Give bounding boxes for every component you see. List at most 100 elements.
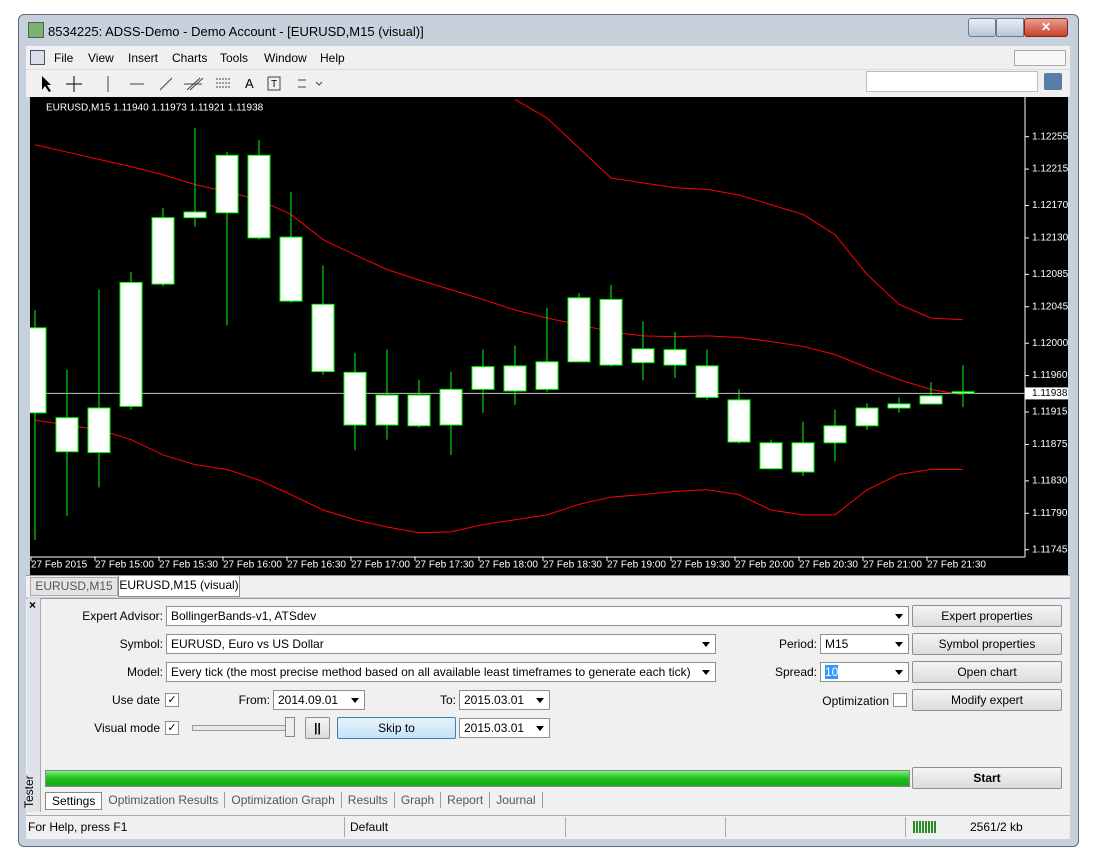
maximize-button[interactable] — [996, 18, 1024, 37]
from-date[interactable]: 2014.09.01 — [273, 690, 365, 710]
minimize-button[interactable] — [968, 18, 996, 37]
menu-item[interactable]: Tools — [220, 51, 249, 65]
tab[interactable]: Graph — [395, 792, 442, 808]
x-tick-label: 27 Feb 17:00 — [351, 560, 410, 571]
menu-bar — [26, 46, 1070, 70]
close-button[interactable]: ✕ — [1024, 18, 1068, 37]
status-profile: Default — [350, 820, 389, 834]
use-date-checkbox[interactable]: ✓ — [165, 693, 179, 707]
candle-body — [119, 281, 143, 407]
tester-label: Tester — [22, 775, 36, 808]
chart-tab-active[interactable]: EURUSD,M15 (visual) — [118, 576, 240, 597]
spread-value: 10 — [825, 665, 839, 679]
menu-item[interactable]: File — [54, 51, 74, 65]
visual-mode-checkbox[interactable]: ✓ — [165, 721, 179, 735]
candle-body — [183, 211, 207, 219]
svg-text:T: T — [271, 79, 277, 90]
label: Spread: — [774, 665, 817, 679]
slider-thumb[interactable] — [285, 717, 295, 737]
candle-body — [567, 297, 591, 363]
y-tick-label: 1.12130 — [1032, 233, 1068, 244]
start-button[interactable]: Start — [912, 767, 1062, 789]
candle-body — [727, 399, 751, 443]
tab[interactable]: Optimization Graph — [225, 792, 342, 808]
mdi-buttons[interactable] — [1014, 50, 1066, 66]
chart: EURUSD,M15 1.11940 1.11973 1.11921 1.119… — [30, 97, 1068, 575]
chart-tabs — [26, 575, 1070, 597]
candle-body — [663, 349, 687, 366]
speed-slider[interactable] — [192, 725, 295, 731]
x-tick-label: 27 Feb 21:00 — [863, 560, 922, 571]
menu-item[interactable]: Help — [320, 51, 345, 65]
skip-to-button[interactable]: Skip to — [337, 717, 456, 739]
candle-body — [599, 298, 623, 366]
connection-icon — [913, 821, 937, 833]
expert-combo[interactable]: BollingerBands-v1, ATSdev — [166, 606, 909, 626]
candle-body — [55, 417, 79, 453]
tester-side-strip — [27, 598, 41, 812]
tab[interactable]: Journal — [490, 792, 543, 808]
y-tick-label: 1.11915 — [1032, 407, 1068, 418]
button[interactable]: Symbol properties — [912, 633, 1062, 655]
y-tick-label: 1.11790 — [1032, 508, 1068, 519]
optimization-checkbox[interactable] — [893, 693, 907, 707]
candle-body — [887, 403, 911, 409]
divider — [905, 817, 906, 837]
symbol-combo[interactable]: EURUSD, Euro vs US Dollar — [166, 634, 716, 654]
label: Use date — [111, 693, 160, 707]
label: Optimization — [822, 694, 889, 708]
candle-body — [407, 394, 431, 427]
candle-body — [87, 407, 111, 454]
menu-item[interactable]: View — [88, 51, 114, 65]
divider — [344, 817, 345, 837]
menu-item[interactable]: Charts — [172, 51, 208, 65]
candle-body — [535, 361, 559, 390]
status-help: For Help, press F1 — [28, 820, 128, 834]
candle-body — [471, 366, 495, 390]
skip-date[interactable]: 2015.03.01 — [459, 718, 550, 738]
y-tick-label: 1.12045 — [1032, 301, 1068, 312]
tab[interactable]: Report — [441, 792, 491, 808]
spread-field[interactable]: 10 — [820, 662, 909, 682]
y-tick-label: 1.12000 — [1032, 338, 1068, 349]
candle-body — [631, 348, 655, 364]
candle-body — [823, 425, 847, 444]
button[interactable]: Open chart — [912, 661, 1062, 683]
menu-item[interactable]: Window — [264, 51, 307, 65]
bollinger-band — [34, 419, 963, 534]
label: Model: — [126, 665, 163, 679]
label: Symbol: — [119, 637, 163, 651]
tab[interactable]: Optimization Results — [102, 792, 226, 808]
tab[interactable]: Results — [342, 792, 395, 808]
bollinger-band — [514, 98, 964, 321]
x-tick-label: 27 Feb 19:30 — [671, 560, 730, 571]
candle-body — [695, 365, 719, 398]
model-combo[interactable]: Every tick (the most precise method base… — [166, 662, 716, 682]
button[interactable]: Expert properties — [912, 605, 1062, 627]
y-tick-label: 1.12085 — [1032, 269, 1068, 280]
x-tick-label: 27 Feb 15:30 — [159, 560, 218, 571]
candle-body — [215, 154, 239, 214]
progress-bar — [45, 770, 910, 787]
candle-body — [951, 391, 975, 394]
to-date[interactable]: 2015.03.01 — [459, 690, 550, 710]
x-tick-label: 27 Feb 16:30 — [287, 560, 346, 571]
x-tick-label: 27 Feb 21:30 — [927, 560, 986, 571]
tester-close[interactable]: × — [29, 598, 37, 612]
candle-body — [375, 394, 399, 426]
status-bar — [26, 815, 1070, 839]
tab-active[interactable]: Settings — [45, 792, 103, 810]
chart-tab[interactable]: EURUSD,M15 — [30, 577, 118, 596]
search-box[interactable] — [866, 71, 1038, 92]
period-combo[interactable]: M15 — [820, 634, 909, 654]
x-tick-label: 27 Feb 15:00 — [95, 560, 154, 571]
menu-item[interactable]: Insert — [128, 51, 159, 65]
button[interactable]: Modify expert — [912, 689, 1062, 711]
divider — [725, 817, 726, 837]
notifications-icon[interactable] — [1044, 73, 1062, 90]
pause-button[interactable]: || — [305, 717, 330, 739]
x-tick-label: 27 Feb 20:00 — [735, 560, 794, 571]
candle-body — [279, 236, 303, 302]
